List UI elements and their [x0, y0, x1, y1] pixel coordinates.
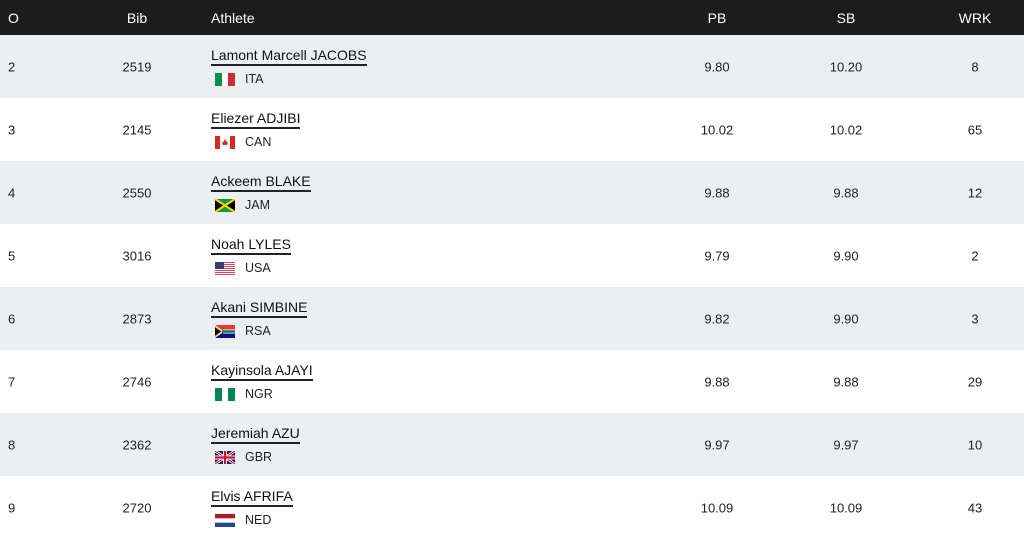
athlete-country: USA: [215, 261, 271, 275]
table-row: 8 2362 Jeremiah AZU GBR 9.97 9.97 10: [0, 413, 1024, 476]
wrk-cell: 65: [967, 122, 983, 137]
table-header: O Bib Athlete PB SB WRK: [0, 0, 1024, 35]
order-cell: 4: [8, 185, 16, 200]
order-cell: 6: [8, 311, 16, 326]
athlete-name-link[interactable]: Ackeem BLAKE: [211, 173, 311, 192]
country-code: JAM: [245, 198, 270, 212]
athlete-name-link[interactable]: Kayinsola AJAYI: [211, 362, 313, 381]
bib-cell: 2145: [122, 122, 152, 137]
results-table-body: 2 2519 Lamont Marcell JACOBS ITA 9.80 10…: [0, 35, 1024, 539]
pb-cell: 10.02: [700, 122, 734, 137]
order-cell: 8: [8, 437, 16, 452]
table-row: 9 2720 Elvis AFRIFA NED 10.09 10.09 43: [0, 476, 1024, 539]
pb-cell: 9.97: [704, 437, 730, 452]
pb-cell: 9.79: [704, 248, 730, 263]
sb-cell: 9.97: [833, 437, 859, 452]
header-athlete: Athlete: [211, 9, 255, 26]
wrk-cell: 2: [971, 248, 979, 263]
order-cell: 9: [8, 500, 16, 515]
country-code: USA: [245, 261, 271, 275]
athlete-country: NED: [215, 513, 271, 527]
bib-cell: 2519: [122, 59, 152, 74]
bib-cell: 2362: [122, 437, 152, 452]
bib-cell: 3016: [122, 248, 152, 263]
order-cell: 7: [8, 374, 16, 389]
athlete-name-link[interactable]: Akani SIMBINE: [211, 299, 308, 318]
sb-cell: 10.09: [829, 500, 863, 515]
athlete-name-link[interactable]: Eliezer ADJIBI: [211, 110, 301, 129]
canada-flag-icon: [215, 135, 235, 149]
athlete-name-link[interactable]: Lamont Marcell JACOBS: [211, 47, 367, 66]
netherlands-flag-icon: [215, 513, 235, 527]
pb-cell: 9.88: [704, 374, 730, 389]
order-cell: 2: [8, 59, 16, 74]
header-pb: PB: [707, 9, 727, 26]
sb-cell: 10.20: [829, 59, 863, 74]
nigeria-flag-icon: [215, 387, 235, 401]
country-code: NGR: [245, 387, 273, 401]
athlete-country: ITA: [215, 72, 264, 86]
jamaica-flag-icon: [215, 198, 235, 212]
wrk-cell: 10: [967, 437, 983, 452]
athlete-name-link[interactable]: Noah LYLES: [211, 236, 291, 255]
order-cell: 3: [8, 122, 16, 137]
usa-flag-icon: [215, 261, 235, 275]
header-bib: Bib: [126, 9, 148, 26]
athlete-country: RSA: [215, 324, 271, 338]
country-code: ITA: [245, 72, 264, 86]
italy-flag-icon: [215, 72, 235, 86]
pb-cell: 9.80: [704, 59, 730, 74]
table-row: 5 3016 Noah LYLES USA 9.79 9.90 2: [0, 224, 1024, 287]
sb-cell: 9.88: [833, 374, 859, 389]
bib-cell: 2550: [122, 185, 152, 200]
order-cell: 5: [8, 248, 16, 263]
uk-flag-icon: [215, 450, 235, 464]
country-code: NED: [245, 513, 272, 527]
athlete-name-link[interactable]: Jeremiah AZU: [211, 425, 300, 444]
header-wrk: WRK: [958, 9, 992, 26]
athlete-country: GBR: [215, 450, 272, 464]
header-sb: SB: [836, 9, 856, 26]
bib-cell: 2873: [122, 311, 152, 326]
table-row: 7 2746 Kayinsola AJAYI NGR 9.88 9.88 29: [0, 350, 1024, 413]
wrk-cell: 3: [971, 311, 979, 326]
athlete-country: JAM: [215, 198, 270, 212]
table-row: 4 2550 Ackeem BLAKE JAM 9.88 9.88 12: [0, 161, 1024, 224]
pb-cell: 9.88: [704, 185, 730, 200]
country-code: RSA: [245, 324, 271, 338]
wrk-cell: 29: [967, 374, 983, 389]
sb-cell: 10.02: [829, 122, 863, 137]
table-row: 2 2519 Lamont Marcell JACOBS ITA 9.80 10…: [0, 35, 1024, 98]
bib-cell: 2746: [122, 374, 152, 389]
pb-cell: 10.09: [700, 500, 734, 515]
pb-cell: 9.82: [704, 311, 730, 326]
bib-cell: 2720: [122, 500, 152, 515]
wrk-cell: 43: [967, 500, 983, 515]
header-order: O: [8, 9, 19, 26]
wrk-cell: 8: [971, 59, 979, 74]
sb-cell: 9.90: [833, 248, 859, 263]
country-code: CAN: [245, 135, 272, 149]
table-row: 3 2145 Eliezer ADJIBI CAN 10.02 10.02 65: [0, 98, 1024, 161]
athlete-country: NGR: [215, 387, 273, 401]
south-africa-flag-icon: [215, 324, 235, 338]
table-row: 6 2873 Akani SIMBINE RSA 9.82 9.90 3: [0, 287, 1024, 350]
athlete-country: CAN: [215, 135, 271, 149]
wrk-cell: 12: [967, 185, 983, 200]
athlete-name-link[interactable]: Elvis AFRIFA: [211, 488, 293, 507]
sb-cell: 9.88: [833, 185, 859, 200]
country-code: GBR: [245, 450, 273, 464]
sb-cell: 9.90: [833, 311, 859, 326]
